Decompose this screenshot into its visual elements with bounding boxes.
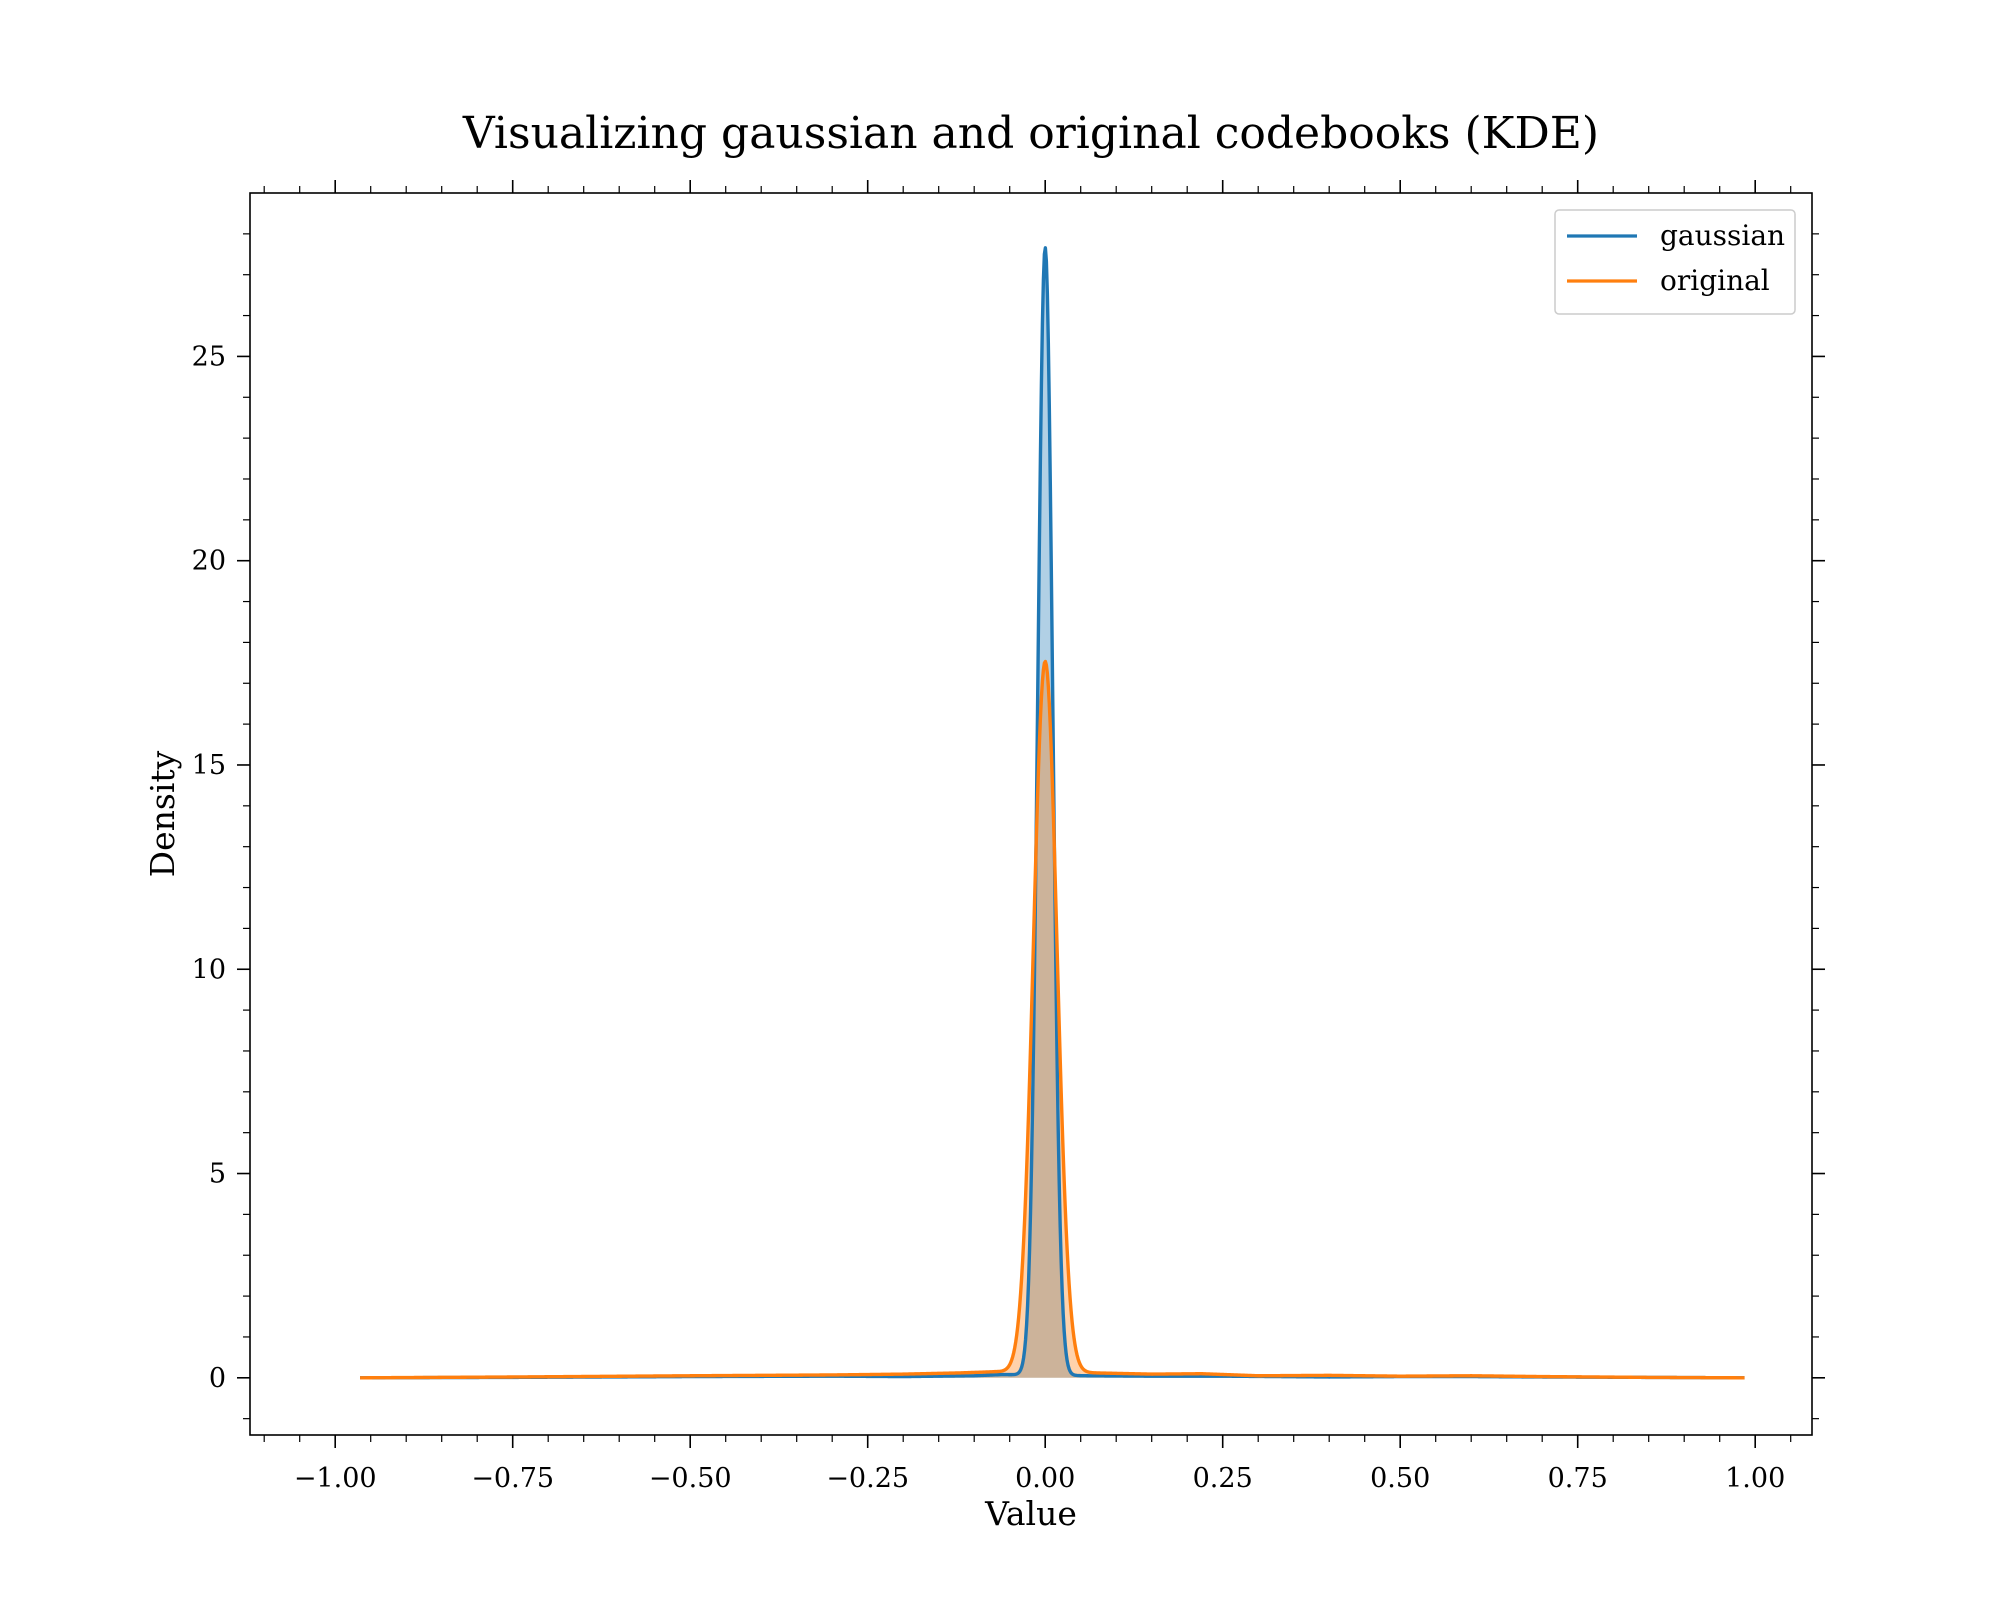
y-tick-label: 25 (192, 341, 226, 372)
x-axis-label: Value (984, 1494, 1077, 1533)
y-tick-label: 10 (192, 954, 226, 985)
x-axis: −1.00 −0.75 −0.50 −0.25 0.00 0.25 0.50 0.75 1.00 (263, 180, 1792, 1494)
x-tick-label: −0.75 (471, 1463, 554, 1494)
y-tick-label: 20 (192, 546, 226, 577)
x-tick-label: 0.25 (1193, 1463, 1253, 1494)
plot-area (359, 246, 1746, 1380)
x-tick-label: −0.25 (826, 1463, 909, 1494)
y-tick-label: 0 (209, 1363, 226, 1394)
y-tick-label: 5 (209, 1159, 226, 1190)
plot-frame (249, 192, 1813, 1436)
y-tick-label: 15 (192, 750, 226, 781)
legend: gaussian original (1554, 209, 1796, 315)
x-tick-label: 0.75 (1548, 1463, 1608, 1494)
x-tick-label: 0.00 (1015, 1463, 1075, 1494)
x-tick-label: −0.50 (649, 1463, 732, 1494)
legend-label-original: original (1660, 264, 1770, 297)
series-fill-original (360, 661, 1745, 1378)
series-line-original (359, 659, 1746, 1380)
legend-label-gaussian: gaussian (1660, 219, 1785, 252)
x-tick-label: 0.50 (1370, 1463, 1430, 1494)
x-tick-label: −1.00 (294, 1463, 377, 1494)
chart-title: Visualizing gaussian and original codebo… (462, 108, 1599, 159)
y-axis: 0 5 10 15 20 25 (192, 233, 1825, 1420)
x-tick-label: 1.00 (1725, 1463, 1785, 1494)
y-axis-label: Density (143, 750, 182, 877)
